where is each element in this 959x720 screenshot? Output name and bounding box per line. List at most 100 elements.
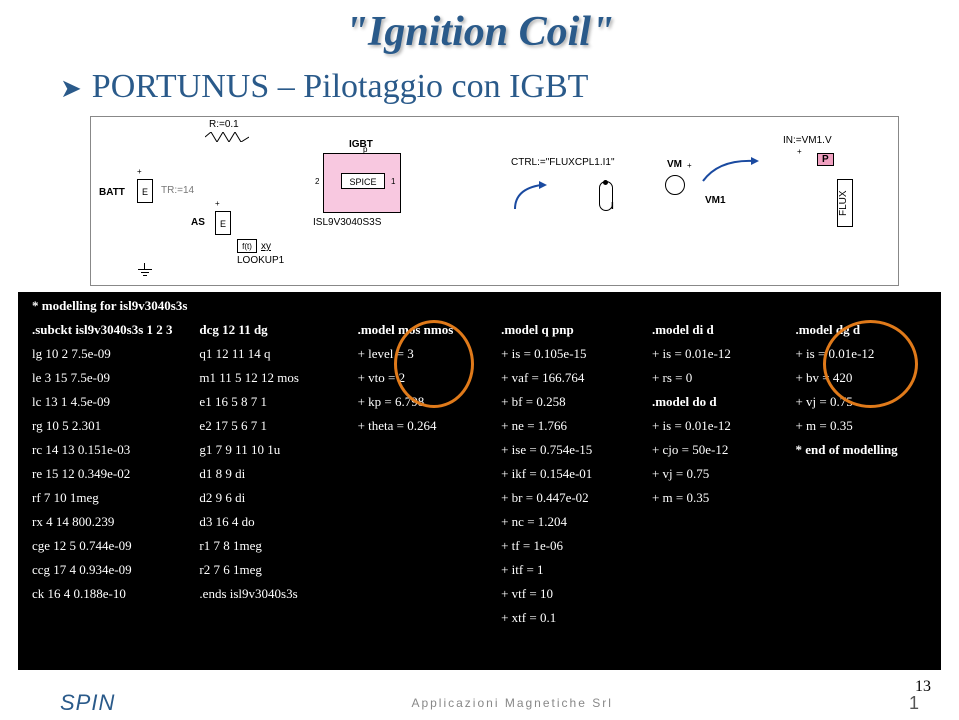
c5r3: + is = 0.01e-12	[652, 418, 784, 434]
c3r0: + level = 3	[358, 346, 490, 362]
col6-hdr: .model dg d	[795, 322, 927, 338]
c4r3: + ne = 1.766	[501, 418, 640, 434]
vm-circle	[665, 175, 685, 195]
tr-label: TR:=14	[161, 185, 194, 196]
wire-igbt-top	[91, 233, 92, 249]
vm-label: VM	[667, 159, 682, 170]
spice-box: SPICE	[341, 173, 385, 189]
spacer6	[795, 298, 927, 314]
c1r2: lc 13 1 4.5e-09	[32, 394, 187, 410]
netlist-col3: .model mos nmos + level = 3 + vto = 2 + …	[352, 298, 496, 662]
col1-hdr: .subckt isl9v3040s3s 1 2 3	[32, 322, 187, 338]
c4r2: + bf = 0.258	[501, 394, 640, 410]
c1r8: cge 12 5 0.744e-09	[32, 538, 187, 554]
c4r0: + is = 0.105e-15	[501, 346, 640, 362]
netlist-header: * modelling for isl9v3040s3s	[32, 298, 187, 314]
resistor-icon	[205, 132, 249, 142]
as-e-box: E	[215, 211, 231, 235]
c5r1: + rs = 0	[652, 370, 784, 386]
c2r0: q1 12 11 14 q	[199, 346, 345, 362]
ground-icon	[138, 263, 152, 275]
netlist-col2: dcg 12 11 dg q1 12 11 14 q m1 11 5 12 12…	[193, 298, 351, 662]
spacer5	[652, 298, 784, 314]
spacer2	[199, 298, 345, 314]
p-box: P	[817, 153, 834, 166]
c3r2: + kp = 6.798	[358, 394, 490, 410]
page-title: "Ignition Coil"	[0, 0, 959, 56]
vm1-label: VM1	[705, 195, 726, 206]
pin1: 1	[391, 177, 395, 186]
c4r4: + ise = 0.754e-15	[501, 442, 640, 458]
ft-box: f(t)	[237, 239, 257, 253]
as-label: AS	[191, 217, 205, 228]
wire-v3	[91, 221, 92, 233]
wire-igbt-right	[91, 278, 291, 279]
subtitle: ➤ PORTUNUS – Pilotaggio con IGBT	[0, 68, 959, 106]
footer-logo: SPIN	[60, 690, 115, 716]
c5r6: + m = 0.35	[652, 490, 784, 506]
c4r7: + nc = 1.204	[501, 514, 640, 530]
lookup-label: LOOKUP1	[237, 255, 284, 266]
netlist-block: * modelling for isl9v3040s3s .subckt isl…	[18, 292, 941, 670]
c5r2: .model do d	[652, 394, 784, 410]
igbt-label: IGBT	[349, 139, 373, 150]
xy-label: xy	[261, 241, 271, 252]
c6r0: + is = 0.01e-12	[795, 346, 927, 362]
col3-hdr: .model mos nmos	[358, 322, 490, 338]
c3r1: + vto = 2	[358, 370, 490, 386]
subtitle-text: PORTUNUS – Pilotaggio con IGBT	[92, 68, 589, 105]
flux-box: FLUX	[837, 179, 853, 227]
model-label: ISL9V3040S3S	[313, 217, 381, 228]
wire-v1	[91, 117, 92, 177]
spacer4	[501, 298, 640, 314]
batt-e-box: E	[137, 179, 153, 203]
footer: SPIN Applicazioni Magnetiche Srl 1	[0, 690, 959, 716]
col4-hdr: .model q pnp	[501, 322, 640, 338]
netlist-col6: .model dg d + is = 0.01e-12 + bv = 420 +…	[789, 298, 933, 662]
c1r7: rx 4 14 800.239	[32, 514, 187, 530]
c2r8: r1 7 8 1meg	[199, 538, 345, 554]
plus1: +	[137, 167, 142, 176]
pin-p: p	[363, 145, 367, 154]
c6r4: * end of modelling	[795, 442, 927, 458]
batt-label: BATT	[99, 187, 125, 198]
vm-plus: +	[687, 161, 692, 170]
bullet-icon: ➤	[60, 74, 82, 103]
wire-v4	[91, 250, 92, 278]
wire-v2	[91, 177, 92, 219]
footer-company: Applicazioni Magnetiche Srl	[115, 696, 909, 710]
c2r3: e2 17 5 6 7 1	[199, 418, 345, 434]
c4r11: + xtf = 0.1	[501, 610, 640, 626]
c2r9: r2 7 6 1meg	[199, 562, 345, 578]
c2r2: e1 16 5 8 7 1	[199, 394, 345, 410]
c1r10: ck 16 4 0.188e-10	[32, 586, 187, 602]
c1r0: lg 10 2 7.5e-09	[32, 346, 187, 362]
spacer3	[358, 298, 490, 314]
c2r4: g1 7 9 11 10 1u	[199, 442, 345, 458]
c2r7: d3 16 4 do	[199, 514, 345, 530]
in-label: IN:=VM1.V	[783, 135, 832, 146]
c1r1: le 3 15 7.5e-09	[32, 370, 187, 386]
col2-hdr: dcg 12 11 dg	[199, 322, 345, 338]
c4r6: + br = 0.447e-02	[501, 490, 640, 506]
footer-page: 1	[909, 693, 919, 714]
netlist-col1: * modelling for isl9v3040s3s .subckt isl…	[26, 298, 193, 662]
netlist-col4: .model q pnp + is = 0.105e-15 + vaf = 16…	[495, 298, 646, 662]
wire-igbt-left	[91, 249, 183, 250]
c6r2: + vj = 0.75	[795, 394, 927, 410]
c6r3: + m = 0.35	[795, 418, 927, 434]
c4r1: + vaf = 166.764	[501, 370, 640, 386]
ctrl-label: CTRL:="FLUXCPL1.I1"	[511, 157, 615, 168]
slide: "Ignition Coil" ➤ PORTUNUS – Pilotaggio c…	[0, 0, 959, 720]
c6r1: + bv = 420	[795, 370, 927, 386]
c4r10: + vtf = 10	[501, 586, 640, 602]
c4r8: + tf = 1e-06	[501, 538, 640, 554]
c1r4: rc 14 13 0.151e-03	[32, 442, 187, 458]
c4r9: + itf = 1	[501, 562, 640, 578]
c5r4: + cjo = 50e-12	[652, 442, 784, 458]
i-source	[599, 181, 613, 211]
c2r10: .ends isl9v3040s3s	[199, 586, 345, 602]
netlist-col5: .model di d + is = 0.01e-12 + rs = 0 .mo…	[646, 298, 790, 662]
plus2: +	[215, 199, 220, 208]
arrow2-icon	[699, 155, 759, 188]
